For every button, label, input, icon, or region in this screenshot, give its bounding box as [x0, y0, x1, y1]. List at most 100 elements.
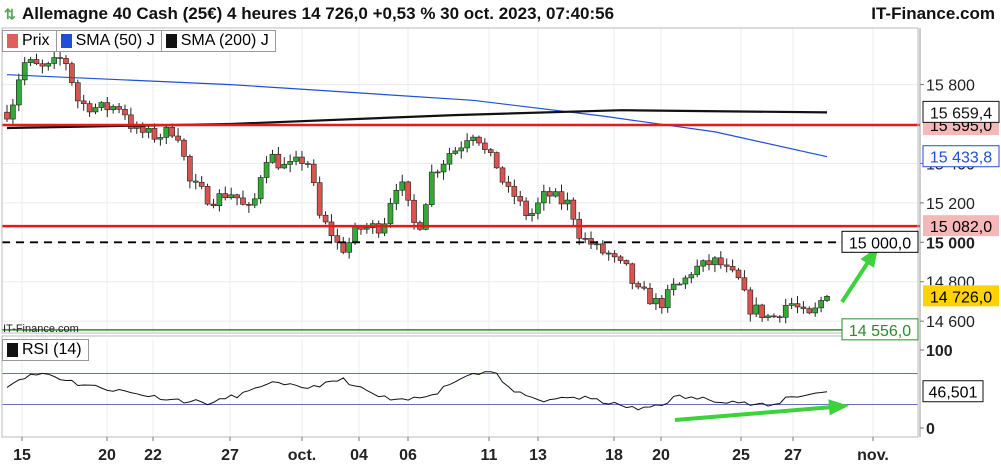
rsi-last-tag	[922, 380, 984, 403]
candle-body	[299, 156, 305, 164]
candle-body	[735, 269, 742, 279]
level-label-support: 14 556,0	[849, 323, 911, 340]
candle-body	[558, 191, 565, 205]
candle-body	[582, 238, 588, 240]
x-tick-label: 22	[144, 447, 162, 464]
candle-body	[688, 274, 695, 279]
x-tick-label: oct.	[288, 447, 316, 464]
level-tag-target	[841, 230, 919, 253]
candle-body	[600, 243, 606, 254]
candle-body	[163, 126, 170, 138]
candle-body	[104, 102, 111, 111]
candle-body	[499, 167, 506, 183]
candle-body	[434, 171, 441, 174]
candle-body	[151, 128, 158, 140]
x-tick-label: 25	[732, 447, 750, 464]
candle-body	[570, 199, 577, 220]
rsi-pane-frame	[1, 335, 919, 438]
rsi-pane	[6, 371, 849, 422]
candle-body	[546, 191, 553, 197]
legend-item-rsi[interactable]: RSI (14)	[2, 339, 89, 361]
candle-body	[399, 181, 406, 191]
candle-body	[51, 57, 57, 64]
candle-body	[706, 260, 712, 266]
candle-body	[257, 177, 264, 200]
legend-label-sma200: SMA (200) J	[180, 32, 269, 49]
rsi-divergence-arrow-head	[828, 399, 849, 416]
candle-body	[375, 223, 382, 234]
candle-body	[523, 200, 529, 217]
sma-tag-label-sma200: 15 659,4	[930, 105, 992, 122]
candle-body	[765, 315, 771, 318]
candle-body	[39, 63, 46, 67]
sma-tag-label-sma50: 15 433,8	[930, 150, 992, 167]
candle-body	[381, 223, 388, 234]
candle-body	[10, 104, 16, 120]
x-tick-label: 27	[221, 447, 239, 464]
candle-body	[293, 156, 299, 162]
candle-body	[128, 114, 134, 129]
candle-body	[405, 181, 411, 201]
chart-menu-icon[interactable]: ⇅	[4, 6, 16, 22]
candle-body	[222, 193, 229, 199]
legend-item-sma200[interactable]: SMA (200) J	[160, 30, 276, 52]
rsi-y-tick-label: 100	[926, 343, 953, 360]
candle-body	[198, 181, 205, 187]
level-label-resistance-2: 15 082,0	[930, 219, 992, 236]
watermark: IT-Finance.com	[3, 323, 79, 335]
y-tick-label: 14 600	[926, 314, 975, 331]
candle-body	[529, 213, 535, 217]
candle-body	[729, 266, 736, 271]
candle-body	[346, 242, 352, 253]
rsi-line	[6, 371, 828, 411]
legend-item-sma50[interactable]: SMA (50) J	[55, 30, 162, 52]
candle-body	[98, 102, 105, 108]
candle-body	[80, 100, 87, 104]
x-tick-label: 20	[652, 447, 670, 464]
price-pane-frame	[1, 27, 919, 334]
candle-body	[328, 221, 335, 236]
legend-item-prix[interactable]: Prix	[2, 30, 57, 52]
candle-body	[15, 79, 22, 106]
candle-body	[139, 126, 146, 133]
rsi-y-tick-label: 0	[926, 421, 935, 438]
candle-body	[423, 204, 429, 230]
candle-body	[482, 142, 488, 150]
candle-body	[122, 108, 128, 116]
candle-body	[517, 196, 524, 202]
candle-body	[393, 189, 400, 204]
candle-body	[322, 214, 329, 223]
candle-body	[310, 163, 317, 183]
rsi-gridlines	[2, 340, 918, 437]
y-tick-label: 15 000	[926, 235, 975, 252]
last-price-label: 14 726,0	[930, 289, 992, 306]
candle-body	[794, 303, 801, 308]
candle-body	[487, 149, 494, 153]
candle-body	[210, 203, 217, 207]
candle-body	[234, 194, 240, 199]
legend-swatch-prix	[7, 34, 18, 48]
candle-body	[263, 162, 270, 178]
candle-body	[86, 103, 93, 113]
price-gridlines	[2, 28, 918, 333]
candle-body	[240, 197, 246, 205]
candle-body	[641, 286, 647, 289]
candle-body	[74, 82, 81, 102]
candle-body	[440, 163, 447, 173]
candle-body	[21, 62, 28, 81]
candle-body	[611, 253, 618, 258]
candle-body	[788, 303, 795, 306]
candle-body	[110, 106, 116, 111]
candle-body	[806, 308, 813, 314]
brand-logo: IT-Finance.com	[871, 4, 995, 23]
candle-body	[664, 289, 671, 309]
legend: Prix SMA (50) J SMA (200) J	[2, 30, 276, 52]
x-tick-label: 27	[784, 447, 802, 464]
candle-body	[281, 164, 288, 169]
x-tick-label: 13	[529, 447, 547, 464]
x-tick-label: 04	[350, 447, 368, 464]
candle-body	[588, 238, 594, 245]
candle-body	[670, 283, 677, 290]
x-tick-label: 15	[13, 447, 31, 464]
x-tick-label: 20	[98, 447, 116, 464]
